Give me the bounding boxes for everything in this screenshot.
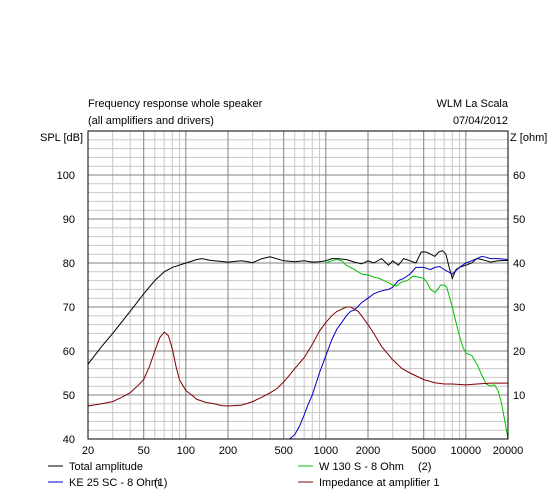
project-name: WLM La Scala [436,98,508,110]
legend-driver-number: (2) [418,461,431,473]
legend-label: Total amplitude [69,461,143,473]
x-tick-label: 20000 [493,445,524,457]
y-tick-label: 60 [63,346,75,358]
chart-subtitle: (all amplifiers and drivers) [88,115,214,127]
legend-driver-number: (1) [154,477,167,489]
legend-label: W 130 S - 8 Ohm [319,461,404,473]
x-tick-label: 20 [82,445,94,457]
y-axis-label-left: SPL [dB] [40,132,83,144]
plot-area [88,131,508,439]
y2-tick-label: 30 [513,302,525,314]
x-tick-label: 5000 [411,445,435,457]
plot-frame [87,130,509,440]
series-line [325,258,509,440]
y2-tick-label: 20 [513,346,525,358]
y2-tick-label: 50 [513,214,525,226]
y-tick-label: 70 [63,302,75,314]
y2-tick-label: 40 [513,258,525,270]
x-tick-label: 100 [177,445,195,457]
y-tick-label: 80 [63,258,75,270]
x-tick-label: 2000 [356,445,380,457]
x-tick-label: 500 [275,445,293,457]
y-tick-label: 40 [63,434,75,446]
series-line [87,306,508,407]
y-tick-label: 100 [57,170,75,182]
series-layer [87,250,509,440]
project-date: 07/04/2012 [453,115,508,127]
legend-label: Impedance at amplifier 1 [319,477,439,489]
legend-label: KE 25 SC - 8 Ohm [69,477,160,489]
y2-tick-label: 60 [513,170,525,182]
x-tick-label: 50 [138,445,150,457]
tick-labels: 20 50 100 200 500 1000 2000 5000 10000 20000 40 50 6… [57,170,526,457]
grid-minor [88,131,508,439]
y-axis-label-right: Z [ohm] [510,132,547,144]
y-tick-label: 50 [63,390,75,402]
y2-tick-label: 10 [513,390,525,402]
chart-title: Frequency response whole speaker [88,98,263,110]
x-tick-label: 200 [219,445,237,457]
x-tick-label: 10000 [451,445,482,457]
legend: Total amplitude KE 25 SC - 8 Ohm(1) W 130 … [48,461,439,489]
series-line [88,255,509,440]
x-tick-label: 1000 [314,445,338,457]
y-tick-label: 90 [63,214,75,226]
